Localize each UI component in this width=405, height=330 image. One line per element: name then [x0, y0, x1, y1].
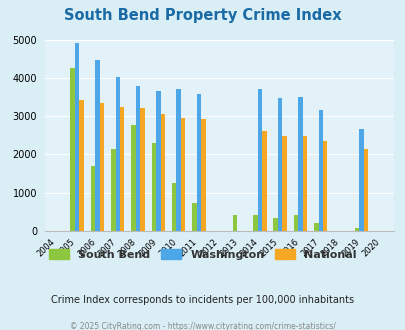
Bar — [160, 114, 164, 231]
Bar — [196, 94, 201, 231]
Bar — [140, 108, 144, 231]
Bar — [293, 215, 297, 231]
Bar — [257, 89, 262, 231]
Bar — [91, 166, 95, 231]
Bar — [252, 215, 257, 231]
Bar — [176, 89, 181, 231]
Bar — [120, 107, 124, 231]
Bar — [156, 91, 160, 231]
Bar — [262, 131, 266, 231]
Bar — [115, 77, 120, 231]
Bar — [277, 98, 282, 231]
Bar — [322, 141, 326, 231]
Bar — [298, 97, 302, 231]
Legend: South Bend, Washington, National: South Bend, Washington, National — [49, 249, 356, 260]
Bar — [232, 215, 237, 231]
Bar — [318, 110, 322, 231]
Bar — [70, 68, 75, 231]
Bar — [181, 118, 185, 231]
Bar — [100, 103, 104, 231]
Bar — [363, 149, 367, 231]
Bar — [79, 100, 83, 231]
Text: South Bend Property Crime Index: South Bend Property Crime Index — [64, 8, 341, 23]
Bar — [282, 136, 286, 231]
Text: Crime Index corresponds to incidents per 100,000 inhabitants: Crime Index corresponds to incidents per… — [51, 295, 354, 305]
Bar — [200, 119, 205, 231]
Bar — [95, 60, 100, 231]
Bar — [192, 203, 196, 231]
Bar — [313, 223, 318, 231]
Text: © 2025 CityRating.com - https://www.cityrating.com/crime-statistics/: © 2025 CityRating.com - https://www.city… — [70, 322, 335, 330]
Bar — [151, 143, 156, 231]
Bar — [273, 217, 277, 231]
Bar — [172, 183, 176, 231]
Bar — [75, 44, 79, 231]
Bar — [302, 136, 307, 231]
Bar — [111, 149, 115, 231]
Bar — [135, 86, 140, 231]
Bar — [131, 125, 135, 231]
Bar — [358, 129, 363, 231]
Bar — [354, 228, 358, 231]
